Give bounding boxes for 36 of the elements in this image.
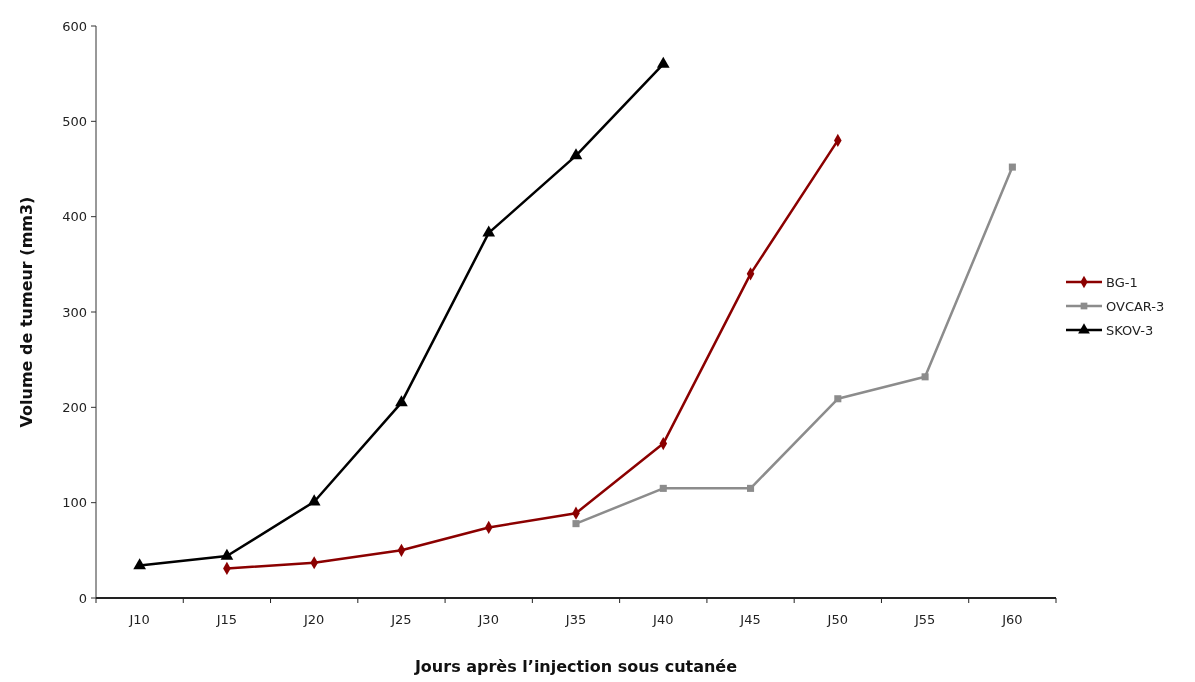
y-tick-label: 600 — [62, 18, 87, 34]
legend-label: OVCAR-3 — [1106, 298, 1165, 314]
point — [395, 395, 408, 407]
y-tick-label: 500 — [62, 113, 87, 129]
y-tick-label: 0 — [78, 590, 87, 606]
y-tick-label: 400 — [62, 209, 87, 225]
y-tick-label: 300 — [62, 304, 87, 320]
x-tick-label: J10 — [128, 612, 150, 627]
x-tick-label: J45 — [739, 612, 761, 627]
point — [659, 484, 667, 492]
point — [747, 484, 755, 492]
y-tick-label: 200 — [62, 399, 87, 415]
x-axis-title: Jours après l’injection sous cutanée — [413, 657, 738, 676]
point — [133, 558, 146, 570]
x-tick-label: J20 — [302, 612, 325, 627]
x-tick-label: J25 — [390, 612, 412, 627]
legend-label: BG-1 — [1106, 274, 1138, 290]
y-axis-title: Volume de tumeur (mm3) — [17, 196, 36, 428]
x-tick-label: J30 — [477, 612, 499, 627]
x-tick-label: J40 — [652, 612, 674, 627]
point — [572, 520, 580, 528]
point — [1008, 163, 1016, 171]
y-tick-label: 100 — [62, 495, 87, 511]
point — [656, 56, 670, 68]
x-tick-label: J15 — [215, 612, 238, 627]
x-tick-label: J35 — [564, 612, 587, 627]
point — [307, 494, 321, 506]
x-tick-label: J55 — [913, 612, 936, 627]
point — [482, 225, 496, 237]
point — [921, 373, 929, 381]
point — [220, 548, 234, 560]
x-tick-label: J50 — [826, 612, 849, 627]
legend-label: SKOV-3 — [1106, 322, 1154, 338]
point — [569, 148, 583, 160]
x-tick-label: J60 — [1001, 612, 1023, 627]
point — [834, 395, 842, 403]
